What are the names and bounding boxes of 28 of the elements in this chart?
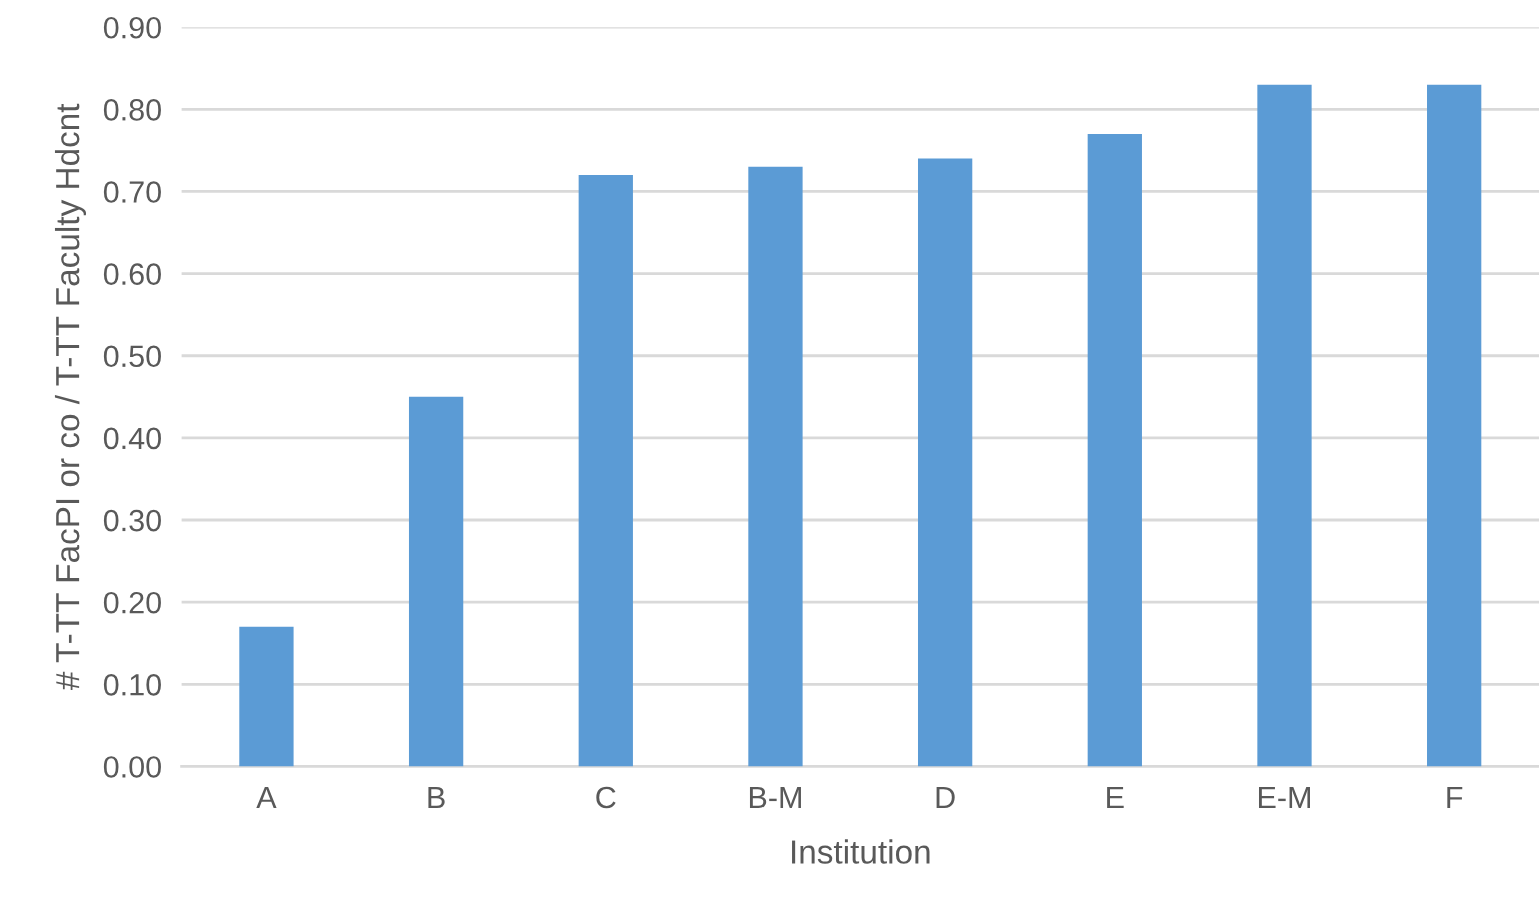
x-tick-label: B bbox=[428, 786, 445, 808]
x-tick-label: C bbox=[596, 786, 616, 809]
bar bbox=[1257, 84, 1312, 767]
bar bbox=[748, 166, 803, 767]
bar bbox=[1087, 133, 1142, 767]
x-tick-label: E-M bbox=[1258, 786, 1310, 808]
y-tick-label: 0.00 bbox=[103, 756, 161, 778]
y-tick-label: 0.50 bbox=[103, 345, 161, 368]
bar bbox=[408, 396, 464, 767]
bar bbox=[578, 175, 633, 767]
bar bbox=[917, 158, 973, 767]
y-tick-label: 0.80 bbox=[103, 99, 161, 121]
y-tick-label: 0.40 bbox=[103, 427, 161, 450]
bar bbox=[1427, 84, 1482, 767]
x-tick-label: A bbox=[256, 786, 277, 808]
y-axis-title: # T-TT FacPI or co / T-TT Faculty Hdcnt bbox=[54, 103, 87, 690]
y-tick-label: 0.10 bbox=[103, 674, 161, 696]
y-tick-label: 0.70 bbox=[103, 181, 161, 203]
x-tick-label: E bbox=[1107, 786, 1124, 808]
x-tick-label: F bbox=[1447, 786, 1463, 808]
x-tick-label: D bbox=[936, 786, 955, 808]
x-tick-label: B-M bbox=[749, 786, 801, 808]
bar bbox=[239, 626, 294, 767]
y-tick-label: 0.20 bbox=[103, 591, 161, 614]
x-axis-title: Institution bbox=[792, 839, 930, 864]
y-tick-label: 0.90 bbox=[103, 16, 161, 39]
y-tick-label: 0.60 bbox=[103, 263, 161, 285]
y-tick-label: 0.30 bbox=[103, 509, 161, 532]
